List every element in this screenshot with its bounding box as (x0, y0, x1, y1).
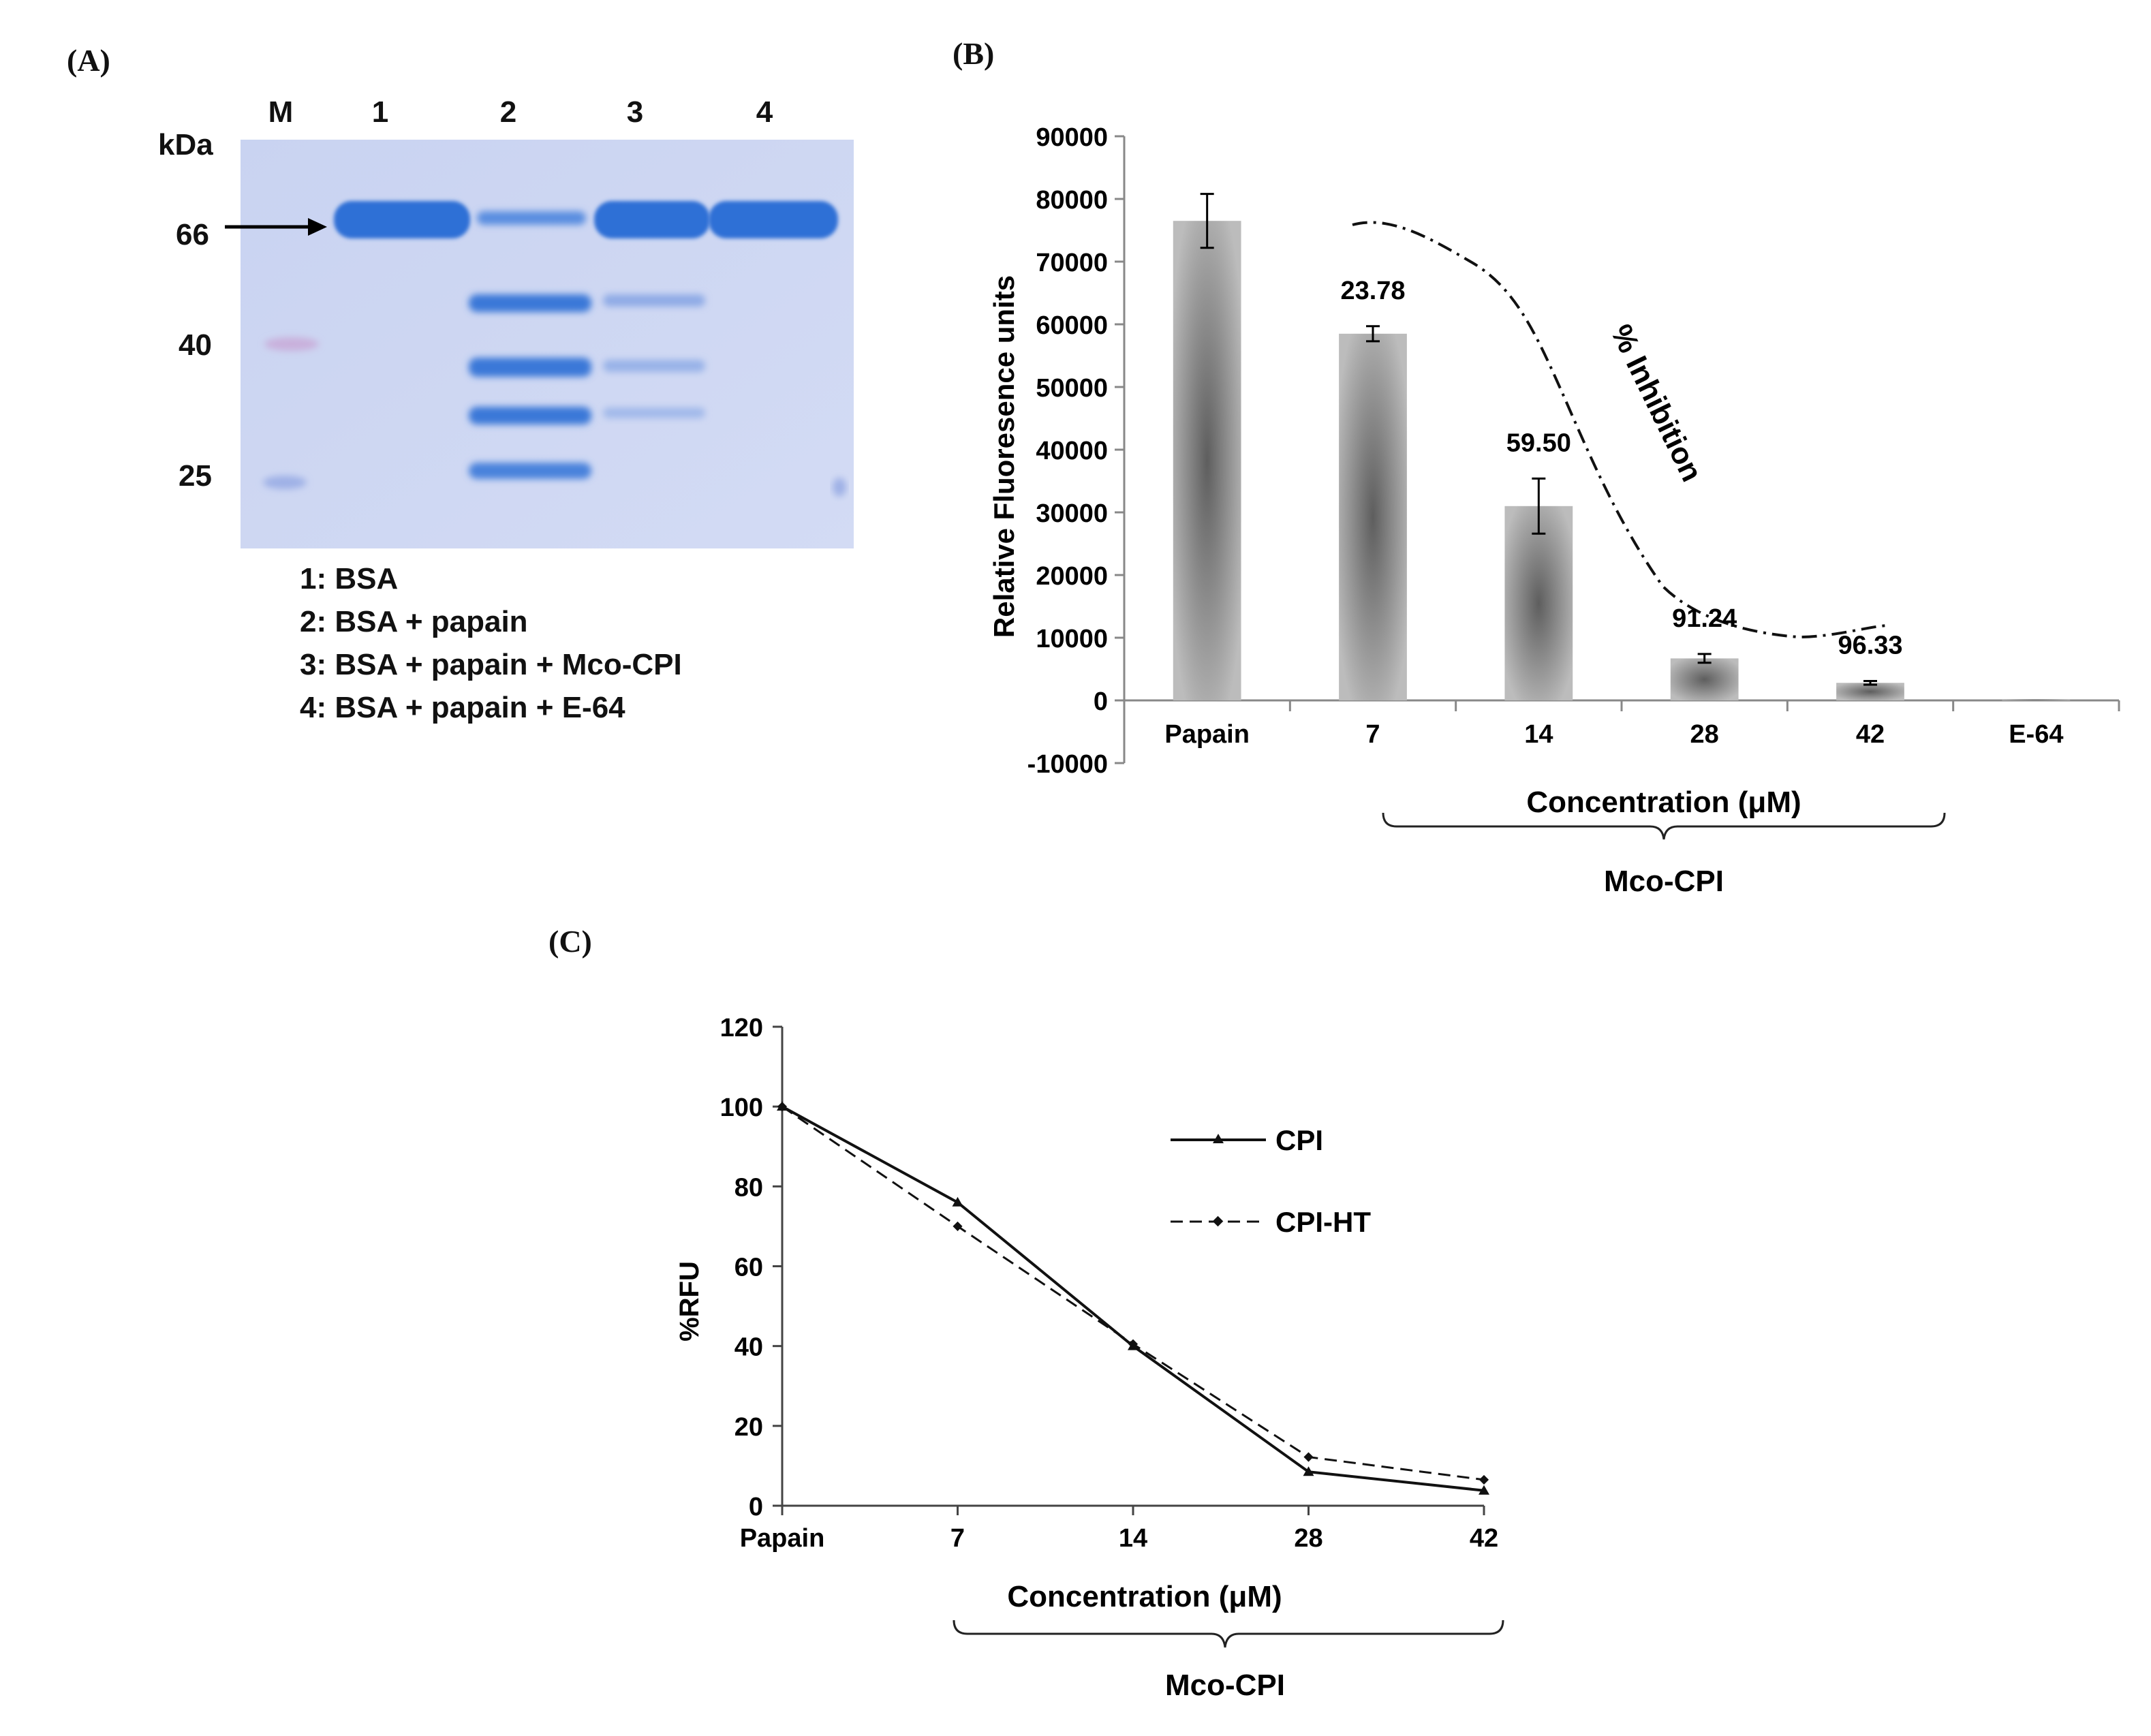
bar-chart-ylabel: Relative Fluoresence units (988, 275, 1020, 638)
data-point-cpi (1479, 1485, 1489, 1495)
inhibition-annotation: % Inhibition (1604, 320, 1708, 487)
panel-label-c: (C) (548, 924, 592, 959)
bar-data-label: 23.78 (1340, 277, 1405, 305)
legend-label-cpi: CPI (1275, 1124, 1323, 1156)
bar-chart-group-brace (1382, 812, 1946, 840)
lane1-bsa-band (334, 201, 470, 238)
bar-chart-x-tick-label: 7 (1365, 720, 1380, 749)
lane-legend-4: 4: BSA + papain + E-64 (300, 691, 625, 724)
line-chart-y-tick-label: 120 (720, 1014, 763, 1042)
bar-chart-y-tick-label: 20000 (1036, 562, 1108, 591)
lane2-bsa-band (477, 211, 586, 225)
lane2-band-1 (469, 294, 591, 312)
panel-label-a: (A) (67, 43, 110, 78)
marker-band-40 (264, 337, 319, 351)
legend-label-cpi-ht: CPI-HT (1275, 1206, 1371, 1238)
lane2-band-3 (469, 407, 591, 424)
bar (1339, 333, 1407, 700)
data-point-cpi-ht (1479, 1474, 1489, 1485)
bar-chart-group-label: Mco-CPI (1604, 865, 1724, 898)
lane-label-2: 2 (499, 95, 517, 129)
bar-chart-x-tick-label: E-64 (2009, 720, 2063, 749)
bar-chart-x-tick-label: 28 (1690, 720, 1719, 749)
line-chart-x-tick-label: Papain (740, 1524, 825, 1553)
line-chart-ylabel: %RFU (675, 1261, 705, 1342)
arrow-66-head (308, 218, 327, 236)
line-chart-x-tick-label: 14 (1119, 1524, 1147, 1553)
bar-chart-y-tick-label: 80000 (1036, 186, 1108, 215)
bar-data-label: 59.50 (1506, 429, 1571, 457)
line-chart-legend: CPI CPI-HT (1171, 1124, 1371, 1238)
line-chart-y-tick-label: 80 (734, 1173, 763, 1202)
bar-chart-x-tick-label: 14 (1524, 720, 1553, 749)
lane3-band-1 (603, 294, 705, 307)
data-point-cpi-ht (953, 1221, 963, 1231)
legend-marker-cpi-ht (1212, 1215, 1224, 1227)
line-chart-x-tick-label: 28 (1294, 1524, 1322, 1553)
bar-chart-y-tick-label: 0 (1094, 687, 1108, 716)
lane-legend-3: 3: BSA + papain + Mco-CPI (300, 648, 682, 681)
bar (2002, 699, 2071, 701)
data-point-cpi-ht (1128, 1339, 1139, 1349)
inhibition-curve (1352, 221, 1888, 639)
line-chart-group-label: Mco-CPI (1165, 1669, 1285, 1702)
line-chart-xlabel: Concentration (μM) (1007, 1580, 1282, 1613)
lane-label-1: 1 (371, 95, 389, 129)
data-point-cpi-ht (777, 1102, 788, 1112)
bar-chart-y-tick-label: 40000 (1036, 437, 1108, 465)
marker-label-66: 66 (176, 218, 209, 251)
marker-band-25 (263, 476, 307, 489)
bar-chart-x-tick-label: 42 (1856, 720, 1885, 749)
bar-chart-y-tick-label: 60000 (1036, 311, 1108, 340)
kda-unit-label: kDa (158, 128, 213, 161)
data-point-cpi (952, 1196, 963, 1207)
line-chart-y-tick-label: 0 (749, 1493, 763, 1521)
lane2-band-2 (469, 358, 591, 377)
series-line-cpi (782, 1105, 1485, 1492)
line-chart-y-tick-label: 100 (720, 1094, 763, 1122)
bar-chart-x-tick-label: Papain (1164, 720, 1250, 749)
legend-marker-cpi (1213, 1134, 1224, 1143)
line-chart-y-tick-label: 60 (734, 1254, 763, 1282)
line-chart-x-tick-label: 42 (1470, 1524, 1498, 1553)
marker-label-40: 40 (179, 328, 212, 362)
lane4-speck (833, 478, 846, 497)
bar (1836, 683, 1904, 700)
marker-label-25: 25 (179, 459, 212, 493)
bar-chart-xlabel: Concentration (μM) (1526, 786, 1801, 819)
bar-chart-y-tick-label: 30000 (1036, 499, 1108, 528)
bar-chart-y-tick-label: 90000 (1036, 123, 1108, 152)
line-chart-y-tick-label: 40 (734, 1333, 763, 1362)
lane3-band-3 (603, 407, 705, 418)
lane-label-3: 3 (626, 95, 644, 129)
bar (1173, 221, 1241, 700)
lane3-band-2 (603, 360, 705, 372)
bar-chart: 90000 80000 70000 60000 50000 40000 30000 20000… (988, 123, 2120, 898)
lane-label-4: 4 (756, 95, 773, 129)
panel-label-b: (B) (953, 36, 995, 71)
data-point-cpi-ht (1303, 1452, 1314, 1462)
line-chart-y-tick-label: 20 (734, 1413, 763, 1442)
bar-chart-y-tick-label: 70000 (1036, 249, 1108, 277)
line-chart-x-tick-label: 7 (950, 1524, 965, 1553)
bar (1504, 506, 1573, 700)
bar-chart-y-tick-label: 50000 (1036, 374, 1108, 403)
lane2-band-4 (469, 463, 591, 479)
lane-label-m: M (268, 95, 294, 129)
lane-legend-1: 1: BSA (300, 562, 399, 595)
line-chart-group-brace (953, 1619, 1504, 1648)
bar-chart-y-tick-label: 10000 (1036, 625, 1108, 653)
lane3-bsa-band (594, 201, 710, 238)
data-point-cpi (1303, 1466, 1314, 1476)
lane4-bsa-band (709, 201, 838, 238)
bar (1670, 658, 1739, 700)
bar-data-label: 96.33 (1838, 631, 1902, 660)
bar-data-label: 91.24 (1672, 604, 1737, 633)
bar-chart-y-tick-label: -10000 (1027, 750, 1108, 779)
lane-legend-2: 2: BSA + papain (300, 605, 528, 638)
gel-graphic (225, 140, 854, 548)
